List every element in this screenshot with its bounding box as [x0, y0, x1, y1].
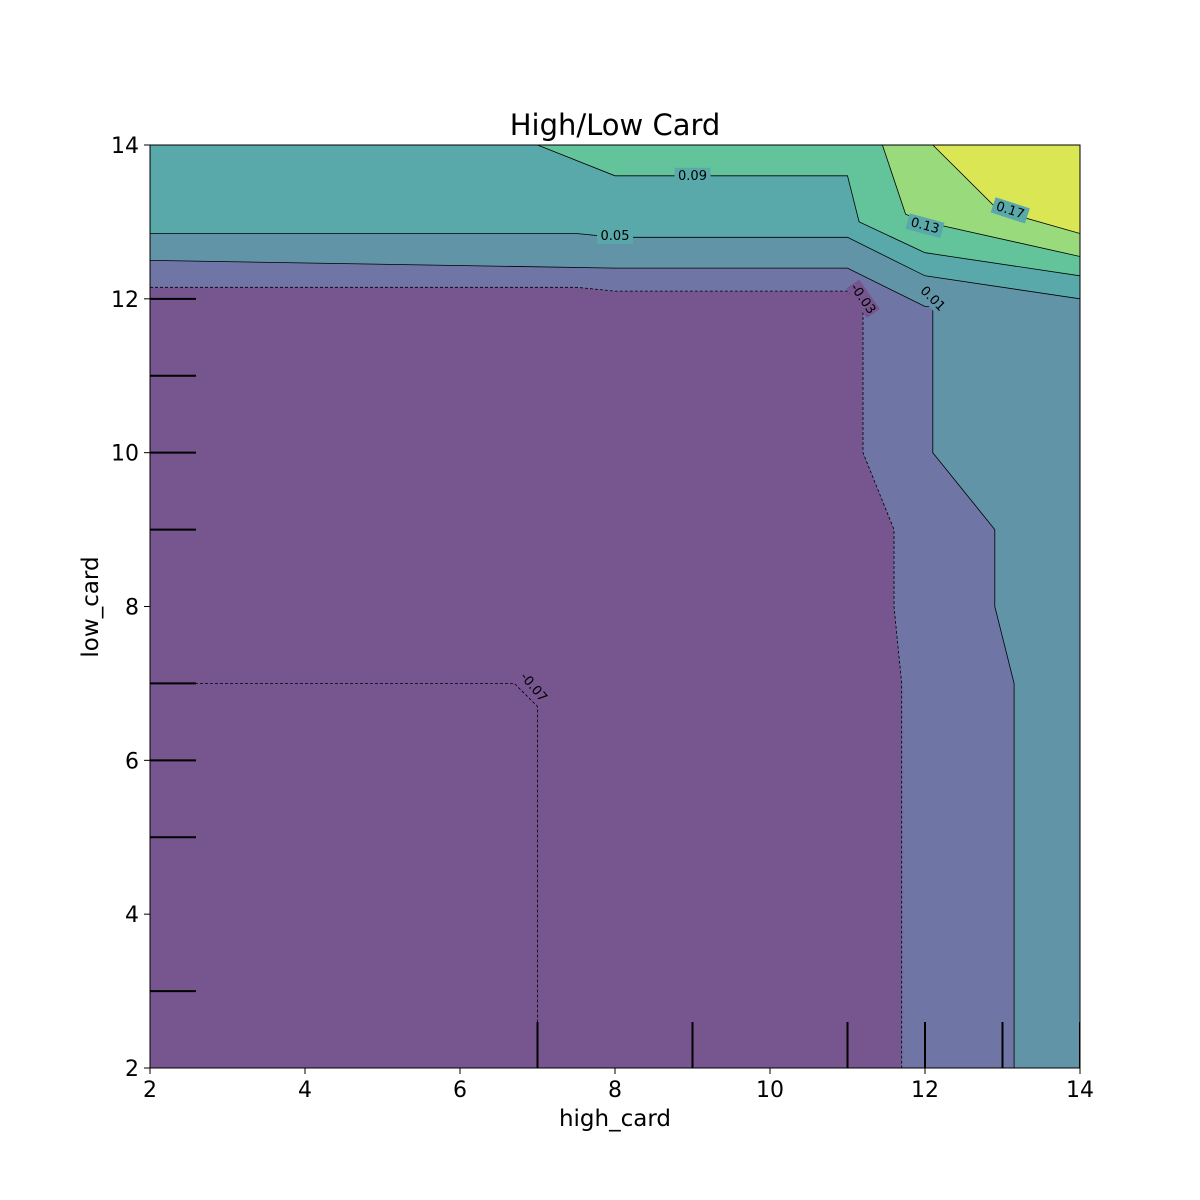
contour-line: [150, 286, 903, 1068]
contour-label: 0.09: [678, 169, 707, 184]
contour-label-bg: [674, 167, 711, 184]
y-tick-label: 8: [125, 596, 139, 621]
contour-label-bg: [515, 668, 552, 707]
chart-title: High/Low Card: [510, 108, 721, 142]
x-tick-label: 6: [453, 1078, 467, 1103]
contour-line: [150, 683, 538, 1068]
x-tick-label: 12: [911, 1078, 939, 1103]
contour-label-bg: [597, 227, 633, 244]
x-tick-label: 8: [608, 1078, 622, 1103]
contour-label-bg: [914, 280, 952, 318]
y-axis-label: low_card: [78, 556, 104, 657]
x-tick-label: 4: [298, 1078, 312, 1103]
x-axis: 2 4 6 8 10 12 14: [143, 1068, 1094, 1103]
x-tick-label: 10: [756, 1078, 784, 1103]
contour-fill-group: -0.07-0.03 0.010.050.090.130.17: [150, 145, 1080, 1068]
contour-line: [150, 260, 1015, 1068]
y-tick-label: 12: [111, 288, 139, 313]
contour-label-bg: [990, 197, 1030, 224]
y-tick-label: 10: [111, 442, 139, 467]
contour-line: [537, 145, 1080, 277]
x-tick-label: 14: [1066, 1078, 1094, 1103]
contour-label: 0.05: [601, 229, 630, 244]
y-tick-label: 2: [125, 1057, 139, 1082]
y-tick-label: 4: [125, 903, 139, 928]
contour-label: 0.13: [909, 215, 941, 237]
y-axis: 2 4 6 8 10 12 14: [111, 134, 150, 1082]
contour-line: [150, 233, 1080, 300]
contour-band-band-neg07-neg03: [150, 145, 1080, 1068]
contour-label-bg: [846, 279, 880, 319]
plot-area: -0.07-0.03 0.010.050.090.130.17: [149, 144, 1081, 1069]
y-tick-label: 6: [125, 749, 139, 774]
contour-label-bg: [905, 213, 945, 239]
x-axis-label: high_card: [559, 1106, 671, 1132]
y-tick-label: 14: [111, 134, 139, 159]
x-tick-label: 2: [143, 1078, 157, 1103]
